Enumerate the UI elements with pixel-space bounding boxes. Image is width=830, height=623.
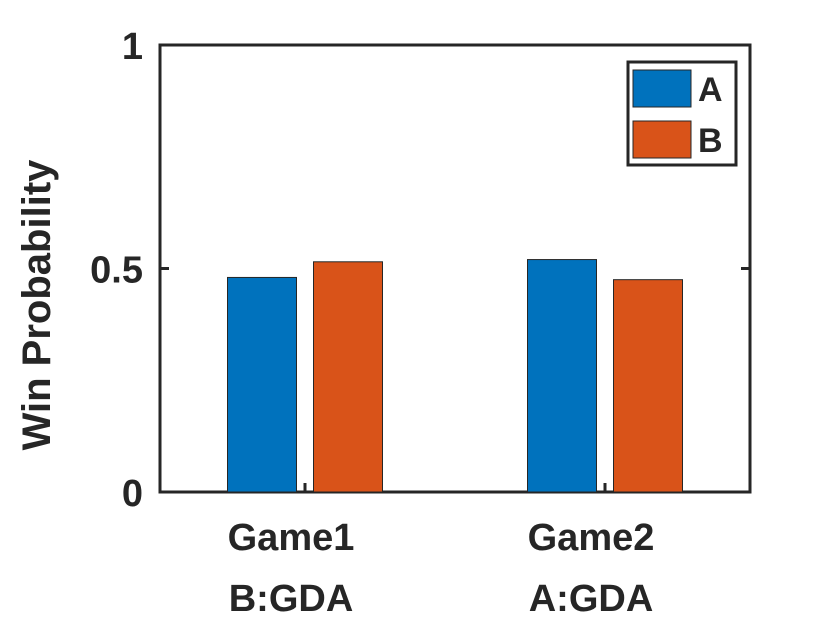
y-tick-label: 0.5 [90,250,143,292]
legend-label-b: B [698,122,723,160]
y-tick-label: 1 [122,26,143,68]
x-category-label-line1: Game1 [228,517,355,559]
legend-label-a: A [698,71,723,109]
x-category-label-line2: A:GDA [529,578,654,620]
bar-b-2 [613,279,683,493]
bars-layer [227,259,683,493]
legend: AB [626,60,738,167]
y-tick-label: 0 [122,473,143,515]
x-category-label-line1: Game2 [528,517,655,559]
bar-b-1 [313,261,383,493]
bar-a-1 [227,276,297,493]
bar-a-2 [527,259,597,493]
y-ticks-layer: 00.51 [90,26,750,515]
legend-swatch-b [632,120,692,159]
x-category-labels: Game1 B:GDA Game2 A:GDA [228,483,655,620]
legend-items: AB [632,69,723,160]
y-axis-label: Win Probability [15,159,59,451]
legend-swatch-a [632,69,692,108]
x-category-label-line2: B:GDA [229,578,354,620]
